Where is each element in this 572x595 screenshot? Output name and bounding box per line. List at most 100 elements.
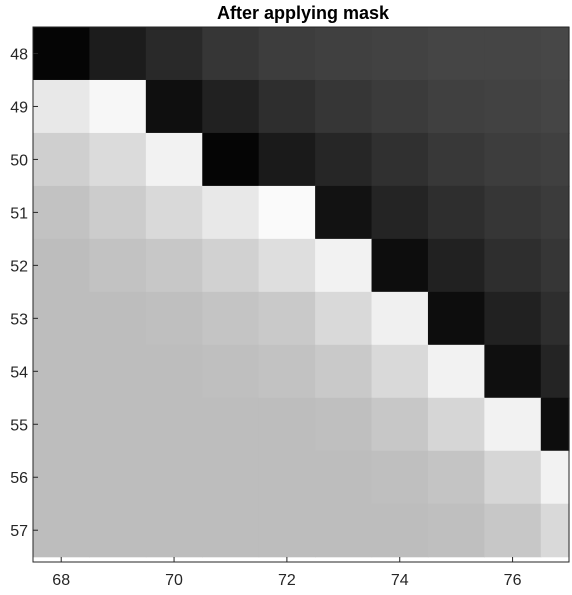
x-tick-label: 70	[165, 572, 183, 589]
heatmap-cell	[202, 238, 260, 293]
heatmap-cell	[540, 344, 570, 399]
heatmap-cell	[371, 503, 429, 558]
heatmap-cell	[258, 503, 316, 558]
heatmap-cell	[145, 238, 203, 293]
heatmap-cell	[315, 79, 373, 134]
x-axis: 68 70 72 74 76	[52, 557, 522, 589]
heatmap-cell	[315, 27, 373, 81]
heatmap-cell	[89, 27, 147, 81]
x-tick-label: 74	[391, 572, 409, 589]
heatmap-cell	[540, 397, 570, 452]
heatmap-cell	[540, 503, 570, 558]
heatmap-cell	[258, 132, 316, 187]
heatmap-cell	[371, 79, 429, 134]
heatmap-cell	[540, 238, 570, 293]
heatmap-cell	[540, 185, 570, 240]
heatmap-cell	[33, 79, 91, 134]
heatmap-cell	[427, 185, 485, 240]
heatmap-cell	[89, 238, 147, 293]
heatmap-cell	[484, 397, 542, 452]
heatmap-cell	[33, 132, 91, 187]
heatmap-cell	[371, 185, 429, 240]
heatmap-cell	[258, 450, 316, 505]
heatmap-cell	[484, 344, 542, 399]
heatmap-cell	[427, 27, 485, 81]
heatmap-cell	[427, 291, 485, 346]
heatmap-cell	[89, 185, 147, 240]
heatmap-cell	[89, 291, 147, 346]
heatmap-cell	[371, 344, 429, 399]
heatmap-cell	[202, 79, 260, 134]
heatmap-cell	[371, 238, 429, 293]
x-tick-label: 76	[504, 572, 522, 589]
heatmap-cell	[33, 397, 91, 452]
x-tick-label: 72	[278, 572, 296, 589]
heatmap-cell	[33, 238, 91, 293]
heatmap-cell	[202, 185, 260, 240]
heatmap-cell	[145, 27, 203, 81]
heatmap-cell	[145, 344, 203, 399]
heatmap-cell	[258, 291, 316, 346]
y-tick-label: 57	[10, 523, 28, 540]
y-tick-label: 56	[10, 470, 28, 487]
heatmap-cell	[145, 503, 203, 558]
heatmap-cell	[427, 450, 485, 505]
heatmap-cell	[258, 185, 316, 240]
heatmap-cell	[484, 450, 542, 505]
heatmap-cell	[315, 397, 373, 452]
y-axis: 48 49 50 51 52 53 54 55 56 57	[10, 46, 38, 540]
chart-title: After applying mask	[217, 3, 390, 23]
heatmap-cell	[315, 238, 373, 293]
heatmap-cell	[427, 344, 485, 399]
heatmap-cell	[89, 132, 147, 187]
heatmap-cell	[145, 291, 203, 346]
heatmap-cell	[315, 450, 373, 505]
heatmap-cell	[33, 344, 91, 399]
heatmap-cell	[484, 79, 542, 134]
heatmap-cell	[371, 291, 429, 346]
heatmap-cell	[89, 344, 147, 399]
x-tick-label: 68	[52, 572, 70, 589]
heatmap-cell	[484, 132, 542, 187]
y-tick-label: 55	[10, 417, 28, 434]
heatmap-cell	[484, 238, 542, 293]
heatmap-cell	[427, 238, 485, 293]
heatmap-cell	[202, 503, 260, 558]
heatmap-cell	[258, 397, 316, 452]
heatmap-cell	[371, 27, 429, 81]
heatmap-cell	[315, 185, 373, 240]
y-tick-label: 54	[10, 364, 28, 381]
heatmap-cell	[427, 132, 485, 187]
heatmap-cell	[89, 450, 147, 505]
heatmap-cell	[540, 79, 570, 134]
heatmap-cell	[89, 397, 147, 452]
heatmap-cell	[145, 132, 203, 187]
heatmap-cell	[33, 450, 91, 505]
heatmap-cell	[33, 27, 91, 81]
heatmap-cell	[202, 344, 260, 399]
heatmap-cell	[202, 397, 260, 452]
y-tick-label: 53	[10, 311, 28, 328]
heatmap-cells	[33, 27, 570, 558]
heatmap-cell	[484, 185, 542, 240]
heatmap-cell	[315, 344, 373, 399]
heatmap-cell	[371, 132, 429, 187]
heatmap-cell	[315, 503, 373, 558]
heatmap-cell	[145, 79, 203, 134]
heatmap-cell	[89, 79, 147, 134]
y-tick-label: 52	[10, 258, 28, 275]
heatmap-cell	[427, 503, 485, 558]
heatmap-cell	[484, 27, 542, 81]
heatmap-cell	[315, 291, 373, 346]
heatmap-cell	[258, 344, 316, 399]
heatmap-cell	[33, 185, 91, 240]
heatmap-cell	[202, 291, 260, 346]
heatmap-cell	[484, 503, 542, 558]
y-tick-label: 49	[10, 99, 28, 116]
heatmap-cell	[540, 450, 570, 505]
heatmap-cell	[145, 397, 203, 452]
y-tick-label: 50	[10, 152, 28, 169]
y-tick-label: 51	[10, 205, 28, 222]
heatmap-cell	[145, 185, 203, 240]
